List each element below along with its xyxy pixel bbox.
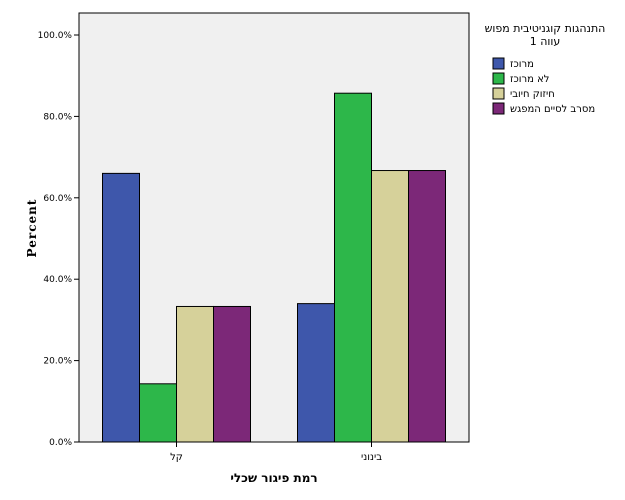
legend-label: מרוכז [510, 59, 534, 70]
legend-items: מרוכז לא מרוכז חיזוק חיובי מסרב לסיים המפגש [492, 57, 595, 115]
legend-title-line-2: עווה 1 [530, 35, 561, 48]
x-axis: קל בינוני [170, 442, 382, 463]
legend-swatch [492, 102, 505, 115]
x-tick-label: קל [170, 452, 183, 463]
bars-group [102, 92, 446, 443]
y-tick-label: 60.0% [43, 194, 72, 204]
y-tick-label: 100.0% [38, 31, 73, 41]
y-axis: 0.0% 20.0% 40.0% 60.0% 80.0% 100.0% [38, 31, 79, 448]
legend: התנהגות קוגניטיבית מפוש עווה 1 מרוכז לא מ… [485, 22, 606, 115]
legend-swatch [492, 72, 505, 85]
bar [213, 305, 251, 443]
bar [371, 170, 409, 443]
legend-label: חיזוק חיובי [510, 89, 555, 100]
y-tick-label: 0.0% [49, 438, 72, 448]
y-axis-title: Percent [25, 199, 39, 258]
y-tick-label: 80.0% [43, 112, 72, 122]
legend-swatch [492, 57, 505, 70]
bar [334, 92, 372, 443]
legend-swatch [492, 87, 505, 100]
legend-label: מסרב לסיים המפגש [510, 104, 595, 115]
bar [176, 305, 214, 443]
legend-title-line-1: התנהגות קוגניטיבית מפוש [485, 22, 606, 35]
x-axis-title: רמת פיגור שכלי [230, 471, 317, 485]
bar [408, 170, 446, 443]
bar [139, 383, 177, 443]
y-tick-label: 20.0% [43, 357, 72, 367]
bar [297, 303, 335, 443]
legend-label: לא מרוכז [510, 74, 549, 85]
bar [102, 172, 140, 443]
y-tick-label: 40.0% [43, 275, 72, 285]
x-tick-label: בינוני [361, 452, 382, 463]
